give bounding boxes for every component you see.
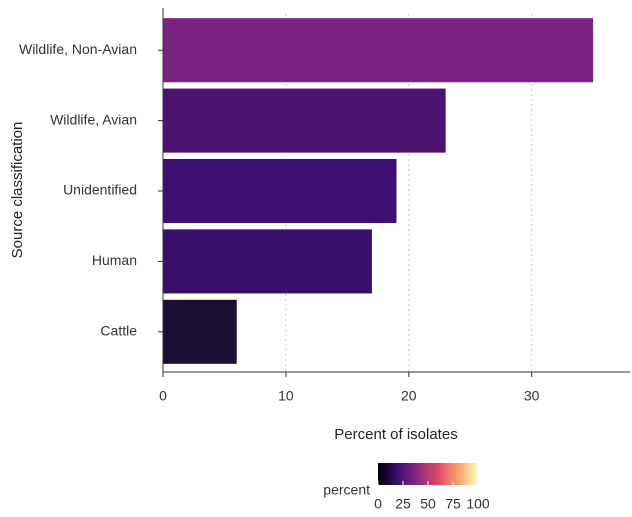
x-tick-label: 30 [524,388,540,404]
colorbar-tick-label: 50 [420,496,436,512]
bar [163,18,594,83]
colorbar-tick-label: 75 [445,496,461,512]
y-tick-label: Wildlife, Avian [50,111,137,127]
legend-title: percent [323,482,370,498]
colorbar [378,463,478,485]
y-tick-label: Wildlife, Non-Avian [19,41,137,57]
colorbar-tick-label: 25 [395,496,411,512]
x-tick-label: 0 [159,388,167,404]
bar [163,158,397,224]
x-tick-label: 20 [401,388,417,404]
x-axis-title: Percent of isolates [334,426,457,443]
y-tick-label: Cattle [100,323,137,339]
y-tick-label: Human [92,252,137,268]
y-axis-title: Source classification [9,122,26,259]
y-tick-label: Unidentified [63,182,137,198]
x-tick-label: 10 [278,388,294,404]
colorbar-tick-label: 0 [374,496,382,512]
bar [163,88,446,153]
bar [163,229,372,294]
colorbar-tick-label: 100 [466,496,490,512]
bar [163,299,237,364]
